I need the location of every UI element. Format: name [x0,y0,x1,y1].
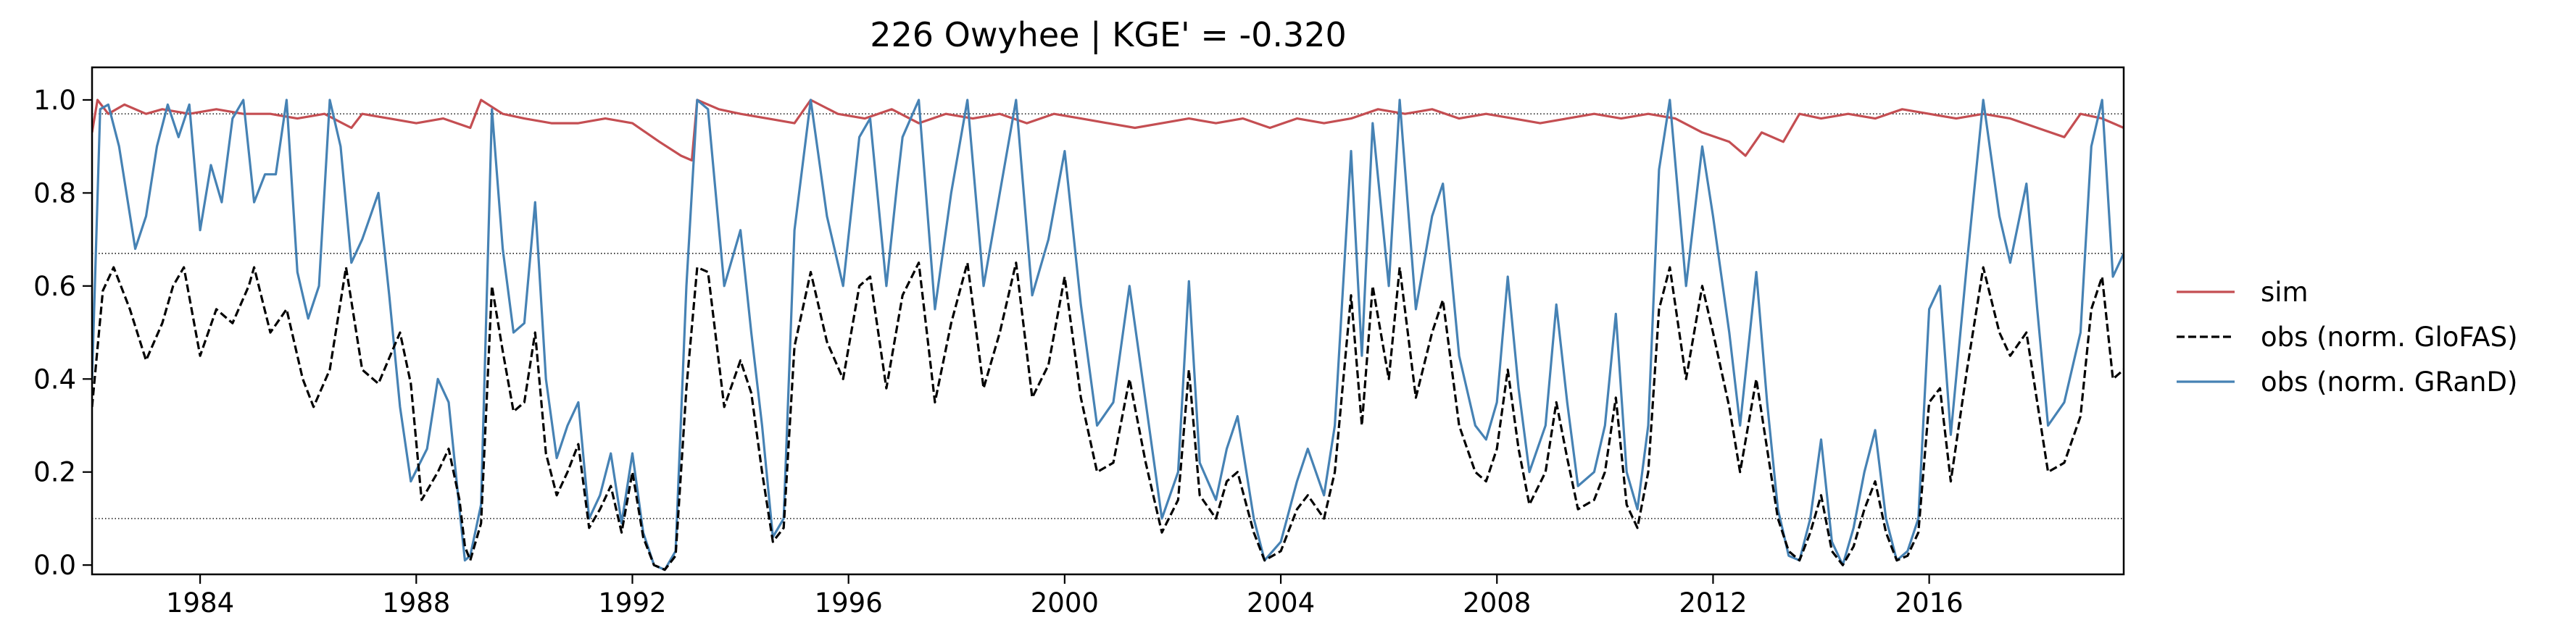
series-line-sim [92,99,2124,162]
x-tick-label: 2012 [1679,587,1747,619]
legend-label: obs (norm. GRanD) [2261,366,2517,398]
x-tick-label: 2000 [1031,587,1099,619]
x-tick-label: 2016 [1895,587,1964,619]
y-tick-label: 0.2 [33,457,76,488]
series-line-obs-norm-grand- [92,99,2124,571]
y-tick-label: 0.6 [33,271,76,302]
legend: sim obs (norm. GloFAS) obs (norm. GRanD) [2177,277,2518,398]
chart-title: 226 Owyhee | KGE' = -0.320 [870,15,1347,55]
series-line-obs-norm-glofas- [92,261,2124,571]
x-tick-label: 1992 [598,587,666,619]
x-tick-label: 2008 [1463,587,1531,619]
y-tick-label: 0.4 [33,364,76,395]
y-axis: 0.0 0.2 0.4 0.6 0.8 1.0 [33,85,92,581]
y-tick-label: 0.8 [33,177,76,209]
x-tick-label: 1984 [166,587,234,619]
plot-frame [91,66,2125,576]
y-tick-label: 1.0 [33,85,76,116]
legend-label: sim [2261,277,2309,308]
legend-label: obs (norm. GloFAS) [2261,322,2518,353]
x-tick-label: 1988 [382,587,450,619]
y-tick-label: 0.0 [33,550,76,581]
x-tick-label: 2004 [1247,587,1315,619]
x-axis: 1984 1988 1992 1996 2000 2004 2008 2012 2016 [166,574,1964,619]
x-tick-label: 1996 [815,587,883,619]
reference-lines [92,113,2124,519]
series-layer [92,99,2124,571]
